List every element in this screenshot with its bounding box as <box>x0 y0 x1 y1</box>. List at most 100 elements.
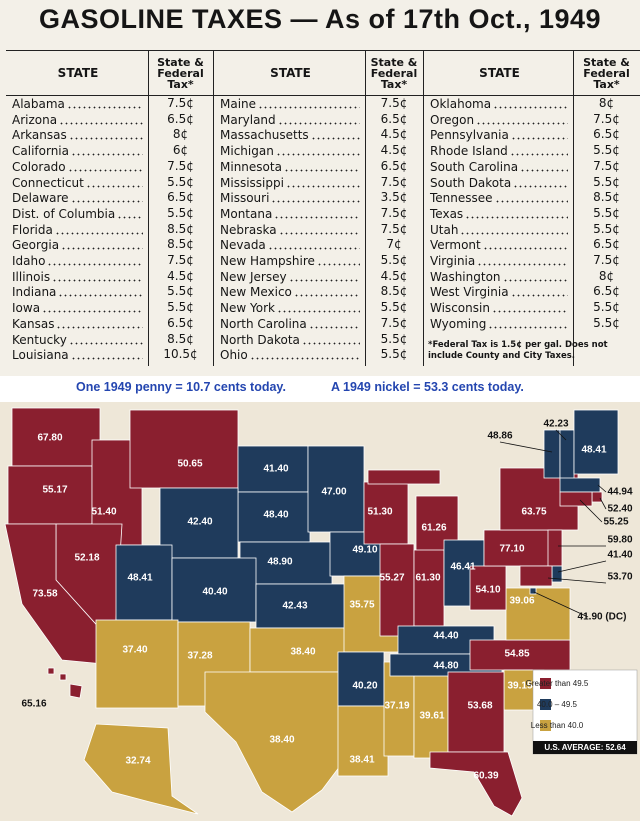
tax-value: 7.5¢ <box>167 253 194 267</box>
table-row: Montana <box>220 206 363 221</box>
tax-value: 7.5¢ <box>380 315 408 330</box>
tax-value: 7.5¢ <box>593 158 620 173</box>
state-name: Washington <box>430 269 501 284</box>
column-header: State & Federal Tax* <box>157 55 204 91</box>
table-row: Massachusetts <box>220 127 363 142</box>
table-row: Iowa <box>12 300 146 315</box>
state-name: Rhode Island <box>430 144 508 159</box>
table-row: Rhode Island <box>430 143 571 158</box>
tax-value: 5.5¢ <box>593 315 620 330</box>
table-row: South Carolina <box>430 159 571 174</box>
tax-value: 8.5¢ <box>380 284 408 299</box>
legend-label: Less than 40.0 <box>531 721 584 730</box>
callout-line <box>499 441 553 453</box>
state-shape <box>383 661 415 757</box>
table-row: Missouri <box>220 190 363 205</box>
tax-value: 8.5¢ <box>593 190 620 205</box>
table-row: Tennessee <box>430 190 571 205</box>
tax-value: 5.5¢ <box>380 331 408 346</box>
state-name: Montana <box>220 206 273 221</box>
state-shape <box>159 487 239 559</box>
state-shape <box>83 723 199 815</box>
table-row: Washington <box>430 269 571 284</box>
tax-value: 4.5¢ <box>167 268 194 283</box>
tax-value: 3.5¢ <box>380 190 408 205</box>
state-shape <box>469 639 571 671</box>
leader-dots <box>493 101 568 109</box>
state-shape <box>559 429 575 481</box>
rule <box>6 95 640 96</box>
leader-dots <box>285 179 360 188</box>
table-row: Virginia <box>430 253 571 268</box>
state-name: Illinois <box>12 269 51 284</box>
state-value: 50.65 <box>177 459 202 470</box>
tax-value: 6.5¢ <box>167 111 194 126</box>
leader-dots <box>477 258 568 266</box>
tax-value: 5.5¢ <box>380 347 408 362</box>
table-row: New Mexico <box>220 284 363 299</box>
leader-dots <box>70 352 143 361</box>
table-row: Illinois <box>12 269 146 284</box>
state-value: 53.70 <box>607 572 632 583</box>
state-value: 65.16 <box>21 699 46 710</box>
column-header: STATE <box>479 66 520 80</box>
state-value: 44.40 <box>433 631 458 642</box>
map: 67.80 55.17 51.40 50.65 41.40 48.40 48.90 42.40… <box>0 402 640 821</box>
tax-value: 6¢ <box>172 143 189 158</box>
state-name: Michigan <box>220 144 274 159</box>
state-value: 54.10 <box>475 585 500 596</box>
state-value: 53.68 <box>467 701 492 712</box>
leader-dots <box>271 195 360 204</box>
state-value: 42.43 <box>282 601 307 612</box>
state-shape <box>95 619 179 709</box>
callout-line <box>555 429 567 441</box>
state-name: Arkansas <box>12 128 67 143</box>
state-name: Mississippi <box>220 175 284 190</box>
leader-dots <box>502 273 568 282</box>
tax-value: 8.5¢ <box>167 237 194 252</box>
state-value: 48.86 <box>487 431 512 442</box>
tax-value: 5.5¢ <box>593 300 620 315</box>
state-value: 44.80 <box>433 661 458 672</box>
state-name: Minnesota <box>220 159 282 174</box>
leader-dots <box>66 101 143 109</box>
table-row: Colorado <box>12 159 146 174</box>
state-shape <box>559 491 593 507</box>
state-shape <box>529 587 537 595</box>
leader-dots <box>316 258 360 266</box>
state-name: Nevada <box>220 238 266 253</box>
average-bar <box>533 741 637 754</box>
state-value: 40.40 <box>202 587 227 598</box>
tax-value: 7.5¢ <box>593 111 620 126</box>
state-value: 55.17 <box>42 485 67 496</box>
note: One 1949 penny = 10.7 cents today. <box>76 380 286 394</box>
tax-value: 5.5¢ <box>593 174 620 189</box>
leader-dots <box>56 320 143 329</box>
state-value: 37.28 <box>187 651 212 662</box>
tax-value: 6.5¢ <box>593 284 620 299</box>
leader-dots <box>275 148 360 157</box>
state-value: 42.23 <box>543 419 568 430</box>
table-row: Nevada <box>220 237 363 252</box>
state-name: California <box>12 144 69 159</box>
tax-value: 7.5¢ <box>167 96 194 110</box>
leader-dots <box>510 132 568 141</box>
tax-value: 4.5¢ <box>380 143 408 158</box>
state-name: Connecticut <box>12 175 84 190</box>
state-value: 37.19 <box>384 701 409 712</box>
tax-value: 5.5¢ <box>380 300 408 315</box>
state-value: 59.80 <box>607 535 632 546</box>
table-row: Wisconsin <box>430 300 571 315</box>
state-shape <box>591 491 603 503</box>
state-value: 73.58 <box>32 589 57 600</box>
tax-value: 5.5¢ <box>593 221 620 236</box>
tax-value: 4.5¢ <box>380 127 408 142</box>
column-header: State & Federal Tax* <box>583 55 630 91</box>
leader-dots <box>61 242 143 251</box>
tax-value: 5.5¢ <box>167 174 194 189</box>
state-name: Florida <box>12 222 53 237</box>
table-row: Nebraska <box>220 222 363 237</box>
table-row: Kentucky <box>12 332 146 347</box>
leader-dots <box>68 132 143 141</box>
column-header: STATE <box>57 66 99 80</box>
